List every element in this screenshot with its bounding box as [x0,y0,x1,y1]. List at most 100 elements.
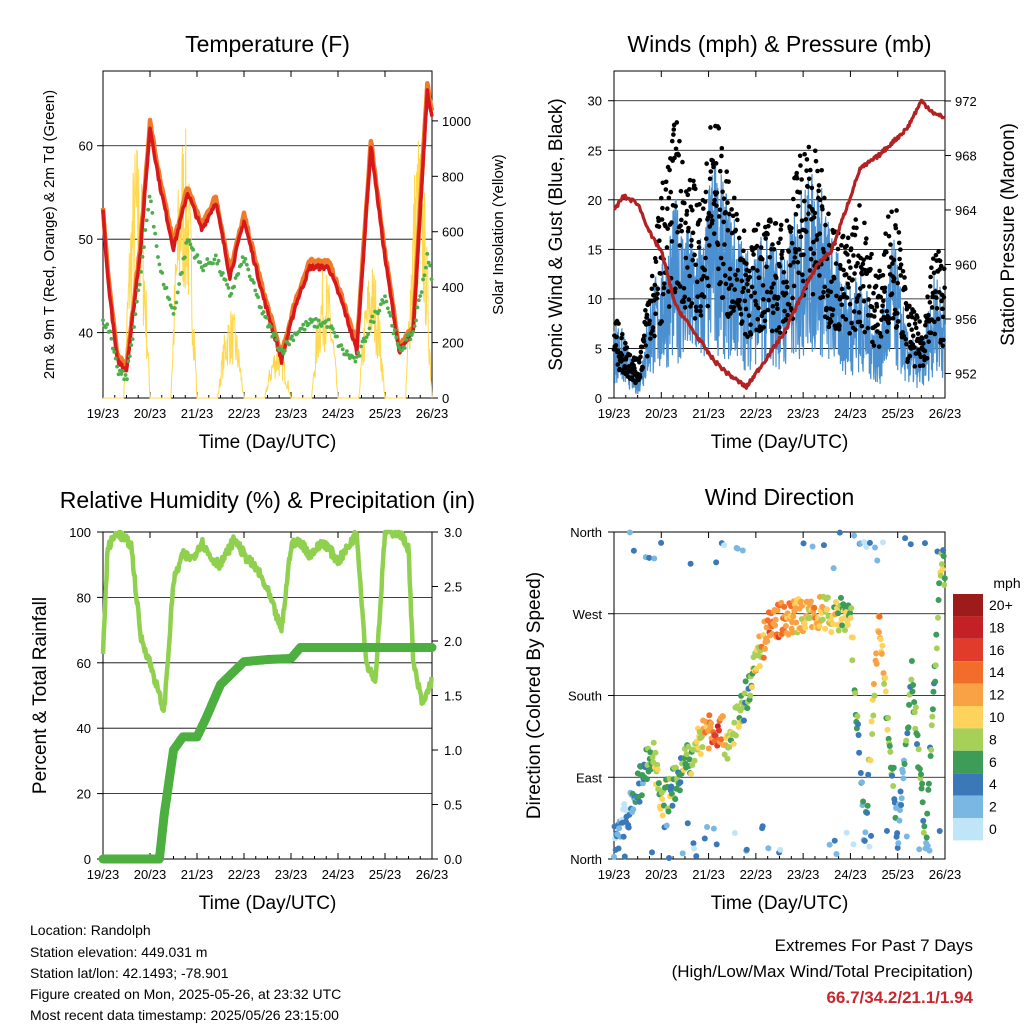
gust-point [843,272,849,277]
direction-point [878,650,885,657]
gust-point [694,279,700,285]
gust-point [871,343,877,348]
dewpoint-point [216,258,221,263]
direction-point [869,731,876,738]
gust-point [822,284,828,290]
gust-point [624,345,630,350]
gust-point [862,329,868,335]
direction-point [854,713,861,720]
dewpoint-point [363,339,368,344]
direction-point [701,835,708,842]
gust-point [741,228,747,233]
extremes-subtitle: (High/Low/Max Wind/Total Precipitation) [671,962,973,981]
dewpoint-point [180,270,184,275]
direction-point [916,765,923,772]
gust-point [766,223,771,229]
dewpoint-point [426,260,431,265]
gust-point [710,158,716,163]
gust-point [764,289,770,295]
direction-point [626,529,633,536]
dewpoint-point [220,271,225,275]
dewpoint-point [291,338,296,343]
dewpoint-point [143,228,148,232]
gust-point [886,233,892,239]
direction-point [926,847,933,854]
direction-point [885,735,892,742]
gust-point [698,304,703,309]
gust-point [727,276,733,281]
gust-point [876,344,882,349]
dewpoint-point [147,194,152,199]
dewpoint-point [113,356,118,361]
x-tick-label: 22/23 [228,867,261,882]
y-right-tick-label: 0.5 [444,798,462,813]
direction-point [856,749,863,756]
gust-point [728,282,734,288]
direction-point [879,642,886,649]
x-tick-label: 23/23 [787,406,820,421]
gust-point [915,331,921,336]
gust-point [617,366,622,372]
gust-point [702,267,708,273]
gust-point [786,249,792,254]
gust-point [701,273,706,279]
dewpoint-point [388,313,393,318]
direction-point [938,561,945,568]
gust-point [932,331,938,337]
gust-point [637,360,642,365]
gust-point [748,322,753,327]
direction-point [933,645,940,652]
gust-point [897,256,902,262]
gust-point [721,219,727,225]
gust-point [831,276,837,281]
dewpoint-point [170,305,174,310]
gust-point [932,319,937,325]
panel-title: Relative Humidity (%) & Precipitation (i… [60,487,475,513]
dewpoint-point [187,239,191,243]
dewpoint-point [127,354,132,359]
dewpoint-point [378,302,383,307]
direction-point [847,609,854,616]
gust-point [804,157,810,162]
gust-point [896,319,901,324]
gust-point [765,231,770,237]
direction-point [761,645,768,652]
direction-point [790,613,797,620]
direction-point [912,725,919,732]
gust-point [735,268,740,273]
precip-line [98,643,437,864]
gust-point [799,177,804,182]
direction-point [918,785,925,792]
gust-point [755,316,761,322]
gust-point [904,341,909,347]
direction-point [935,614,942,621]
gust-point [648,336,653,341]
direction-point [882,674,889,681]
direction-point [840,601,847,608]
gust-point [844,243,849,249]
gust-point [879,309,885,314]
direction-point [879,539,886,546]
direction-point [697,751,704,758]
gust-point [750,265,756,271]
gust-point [707,243,712,248]
direction-point [659,812,666,819]
direction-point [920,817,927,824]
dewpoint-point [132,325,136,329]
gust-point [672,286,678,292]
gust-point [903,336,908,342]
gust-point [857,203,862,208]
gust-point [720,295,726,300]
direction-point [850,841,857,848]
colorbar-label: 8 [989,731,997,747]
gust-point [894,208,899,213]
x-tick-label: 22/23 [740,867,773,882]
colorbar-swatch [953,594,983,617]
gust-point [857,319,863,325]
gust-point [727,266,733,272]
direction-point [912,704,919,711]
colorbar-swatch [953,638,983,662]
direction-point [774,607,781,614]
dewpoint-point [326,317,331,322]
x-tick-label: 24/23 [834,867,867,882]
